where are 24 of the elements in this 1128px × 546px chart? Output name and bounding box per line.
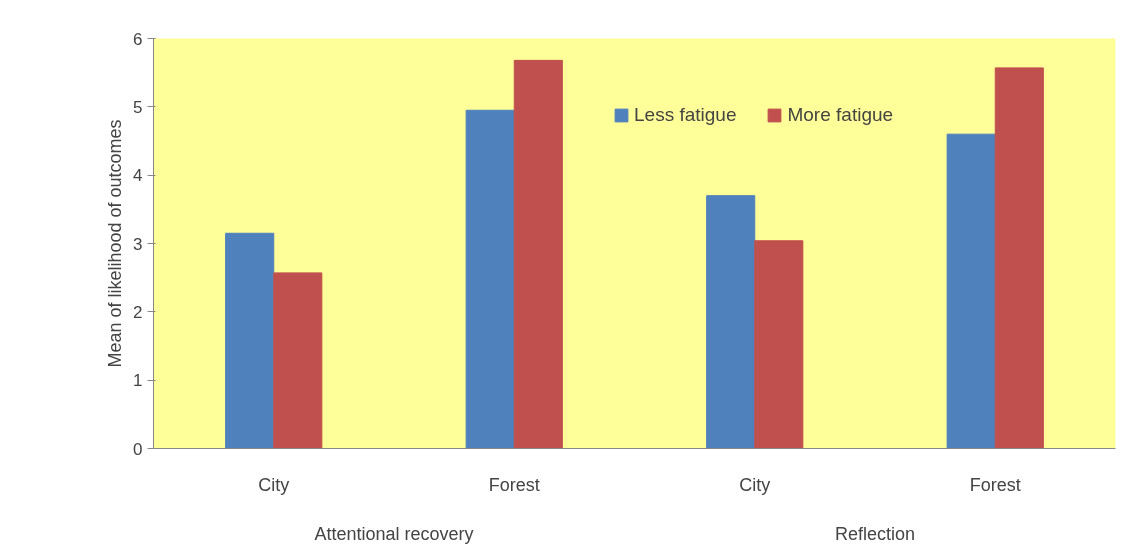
bar bbox=[706, 195, 756, 449]
y-tick-label: 0 bbox=[133, 439, 143, 459]
x-tick-label: City bbox=[739, 474, 771, 495]
bar bbox=[754, 240, 804, 449]
bar bbox=[465, 109, 515, 449]
bar bbox=[946, 133, 996, 449]
y-tick-label: 4 bbox=[133, 166, 143, 186]
text: Attentional recovery bbox=[314, 523, 474, 544]
x-tick-label: Forest bbox=[488, 474, 540, 495]
legend-label: More fatigue bbox=[787, 104, 894, 126]
text: Reflection bbox=[834, 523, 916, 544]
y-tick-label: 1 bbox=[133, 371, 143, 391]
legend-label: Less fatigue bbox=[634, 104, 737, 126]
bar bbox=[994, 67, 1044, 449]
y-tick-label: 5 bbox=[133, 97, 143, 117]
y-tick-label: 3 bbox=[133, 234, 143, 254]
y-tick-label: 6 bbox=[133, 29, 143, 49]
x-tick-label: City bbox=[258, 474, 290, 495]
bar bbox=[273, 272, 323, 449]
y-axis-title: Mean of likelihood of outcomes bbox=[105, 119, 126, 368]
x-tick-label: Forest bbox=[969, 474, 1021, 495]
y-tick-label: 2 bbox=[133, 302, 143, 322]
bar bbox=[225, 232, 275, 449]
bar bbox=[513, 59, 563, 449]
